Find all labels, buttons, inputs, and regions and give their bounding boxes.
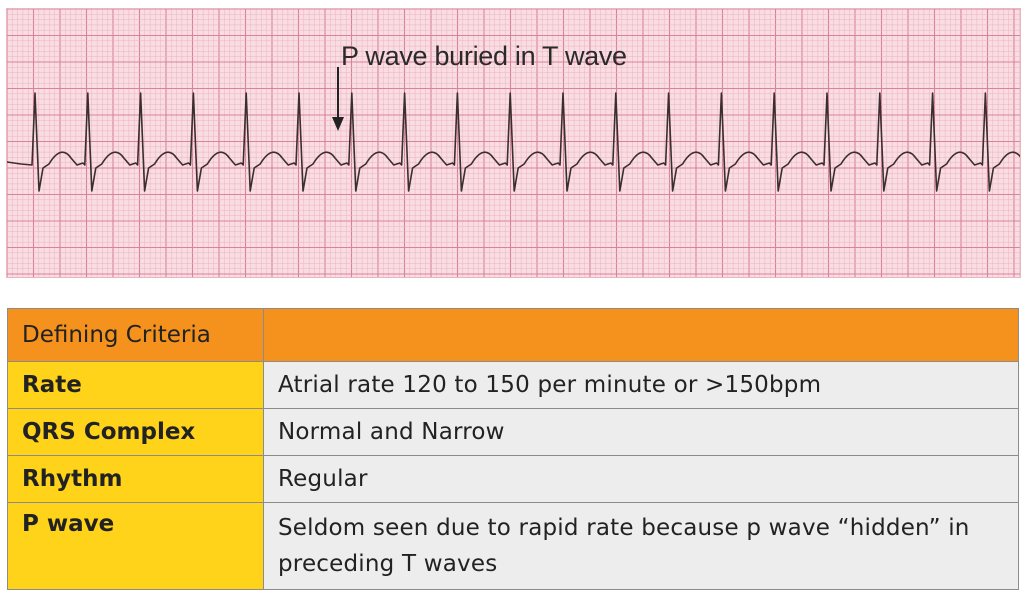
row-value: Atrial rate 120 to 150 per minute or >15… xyxy=(263,361,1019,409)
table-row-qrs: QRS Complex Normal and Narrow xyxy=(7,408,1019,456)
table-row-rate: Rate Atrial rate 120 to 150 per minute o… xyxy=(7,361,1019,409)
row-value: Seldom seen due to rapid rate because p … xyxy=(263,502,1019,590)
row-label: P wave xyxy=(7,502,264,590)
table-row-rhythm: Rhythm Regular xyxy=(7,455,1019,503)
row-value: Normal and Narrow xyxy=(263,408,1019,456)
row-label: Rate xyxy=(7,361,264,409)
down-arrow-icon xyxy=(332,67,344,131)
ecg-chart xyxy=(7,9,1020,277)
p-wave-annotation: P wave buried in T wave xyxy=(341,41,627,71)
ecg-strip: P wave buried in T wave xyxy=(6,8,1021,278)
row-value: Regular xyxy=(263,455,1019,503)
table-header-row: Defining Criteria xyxy=(7,308,1019,362)
row-label: QRS Complex xyxy=(7,408,264,456)
header-defining-criteria: Defining Criteria xyxy=(7,308,264,362)
criteria-table: Defining Criteria Rate Atrial rate 120 t… xyxy=(7,308,1019,590)
header-empty-cell xyxy=(263,308,1019,362)
row-label: Rhythm xyxy=(7,455,264,503)
ecg-trace xyxy=(7,92,1020,192)
table-row-p-wave: P wave Seldom seen due to rapid rate bec… xyxy=(7,502,1019,590)
